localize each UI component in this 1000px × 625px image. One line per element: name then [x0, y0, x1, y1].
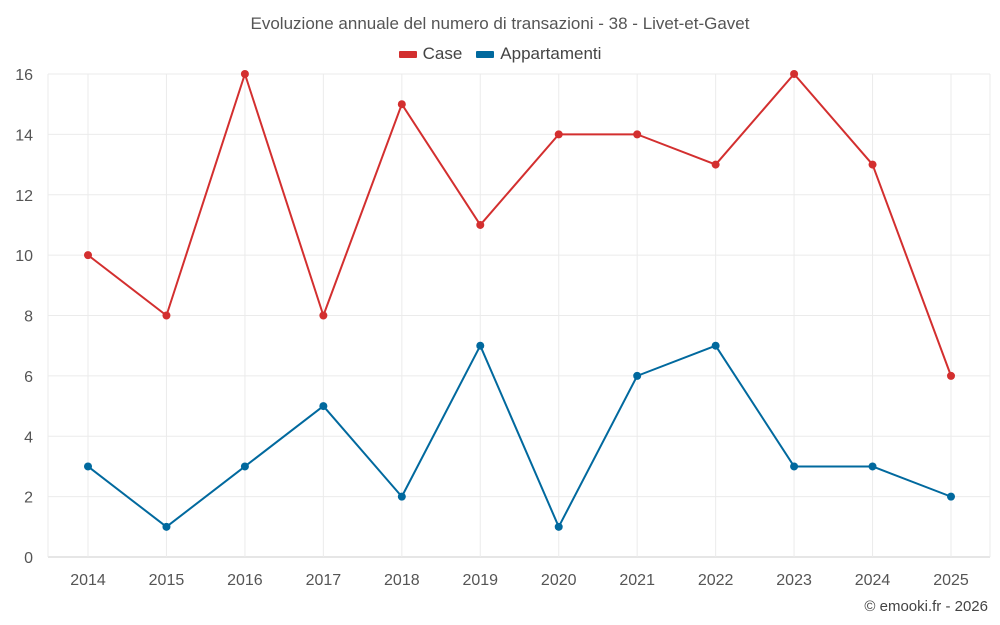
x-tick-label: 2021 [619, 572, 655, 589]
series-line-case [87, 73, 952, 377]
x-tick-label: 2018 [384, 572, 420, 589]
legend-item-appartamenti[interactable]: Appartamenti [476, 44, 601, 64]
credit-text: © emooki.fr - 2026 [864, 598, 988, 615]
legend-swatch-case [398, 50, 417, 58]
data-point-case [476, 220, 485, 229]
legend-label-case: Case [422, 44, 463, 63]
data-point-appartamenti [476, 341, 485, 350]
y-tick-label: 16 [15, 67, 33, 84]
data-point-appartamenti [711, 341, 720, 350]
x-tick-label: 2019 [462, 572, 498, 589]
data-point-appartamenti [319, 402, 328, 411]
data-point-appartamenti [162, 522, 171, 531]
data-point-appartamenti [868, 462, 877, 471]
x-tick-label: 2017 [306, 572, 342, 589]
y-tick-label: 10 [15, 248, 33, 265]
x-tick-label: 2015 [149, 572, 185, 589]
chart-title: Evoluzione annuale del numero di transaz… [250, 14, 750, 33]
data-point-appartamenti [947, 492, 955, 501]
data-point-appartamenti [240, 462, 249, 471]
data-point-appartamenti [397, 492, 406, 501]
x-tick-label: 2016 [227, 572, 263, 589]
y-tick-label: 14 [15, 127, 33, 144]
y-tick-label: 6 [24, 369, 33, 386]
data-point-case [711, 160, 720, 169]
y-tick-label: 8 [24, 309, 33, 326]
data-point-case [397, 100, 406, 109]
data-point-appartamenti [554, 522, 563, 531]
legend-item-case[interactable]: Case [398, 44, 463, 64]
series-line-appartamenti [87, 344, 952, 528]
x-tick-label: 2024 [855, 572, 891, 589]
data-point-appartamenti [84, 462, 92, 471]
x-tick-label: 2022 [698, 572, 734, 589]
data-point-case [554, 130, 563, 139]
data-point-case [240, 70, 249, 78]
chart-legend: Case Appartamenti [0, 44, 1000, 64]
data-point-case [790, 70, 799, 78]
y-tick-label: 12 [15, 188, 33, 205]
data-point-case [84, 251, 92, 260]
data-point-case [162, 311, 171, 320]
data-point-appartamenti [790, 462, 799, 471]
data-point-case [633, 130, 642, 139]
x-tick-label: 2025 [933, 572, 969, 589]
x-tick-label: 2023 [776, 572, 812, 589]
x-tick-label: 2014 [70, 572, 106, 589]
data-point-appartamenti [633, 371, 642, 380]
y-tick-label: 0 [24, 550, 33, 567]
legend-label-appartamenti: Appartamenti [500, 44, 602, 63]
data-point-case [868, 160, 877, 169]
y-tick-label: 2 [24, 490, 33, 507]
data-point-case [319, 311, 328, 320]
y-tick-label: 4 [24, 429, 33, 446]
data-point-case [947, 371, 955, 380]
legend-swatch-appartamenti [476, 50, 495, 58]
x-tick-label: 2020 [541, 572, 577, 589]
